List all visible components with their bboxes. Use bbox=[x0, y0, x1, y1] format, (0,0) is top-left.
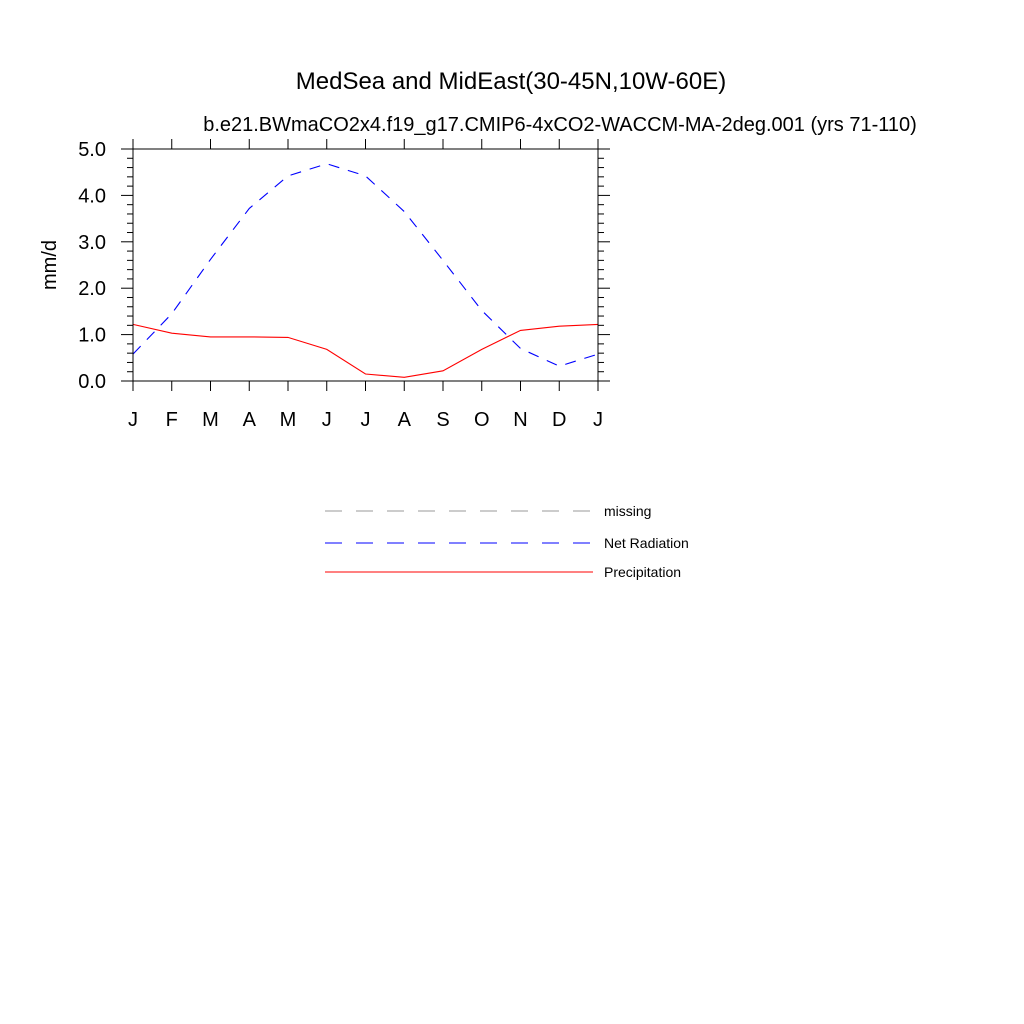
x-tick-label: J bbox=[361, 409, 371, 431]
legend-label: Precipitation bbox=[604, 564, 681, 580]
y-tick-label: 3.0 bbox=[78, 232, 106, 254]
y-tick-label: 5.0 bbox=[78, 139, 106, 161]
x-tick-label: J bbox=[128, 409, 138, 431]
chart-title: MedSea and MidEast(30-45N,10W-60E) bbox=[296, 68, 726, 95]
legend-label: missing bbox=[604, 503, 651, 519]
x-tick-label: D bbox=[552, 409, 566, 431]
y-tick-label: 4.0 bbox=[78, 185, 106, 207]
x-tick-label: M bbox=[280, 409, 297, 431]
x-tick-label: N bbox=[513, 409, 527, 431]
x-tick-label: J bbox=[593, 409, 603, 431]
x-tick-label: O bbox=[474, 409, 490, 431]
x-tick-label: A bbox=[243, 409, 257, 431]
series-line-net-radiation bbox=[132, 163, 599, 367]
y-tick-label: 1.0 bbox=[78, 325, 106, 347]
x-tick-label: A bbox=[398, 409, 412, 431]
x-tick-label: M bbox=[202, 409, 219, 431]
y-tick-label: 0.0 bbox=[78, 371, 106, 393]
y-axis-label: mm/d bbox=[39, 240, 61, 290]
x-tick-label: S bbox=[436, 409, 449, 431]
x-tick-label: F bbox=[166, 409, 178, 431]
legend-label: Net Radiation bbox=[604, 535, 689, 551]
chart-subtitle: b.e21.BWmaCO2x4.f19_g17.CMIP6-4xCO2-WACC… bbox=[203, 114, 917, 136]
x-tick-label: J bbox=[322, 409, 332, 431]
series-line-precipitation bbox=[132, 323, 599, 378]
plot-frame bbox=[132, 148, 599, 382]
y-tick-label: 2.0 bbox=[78, 278, 106, 300]
